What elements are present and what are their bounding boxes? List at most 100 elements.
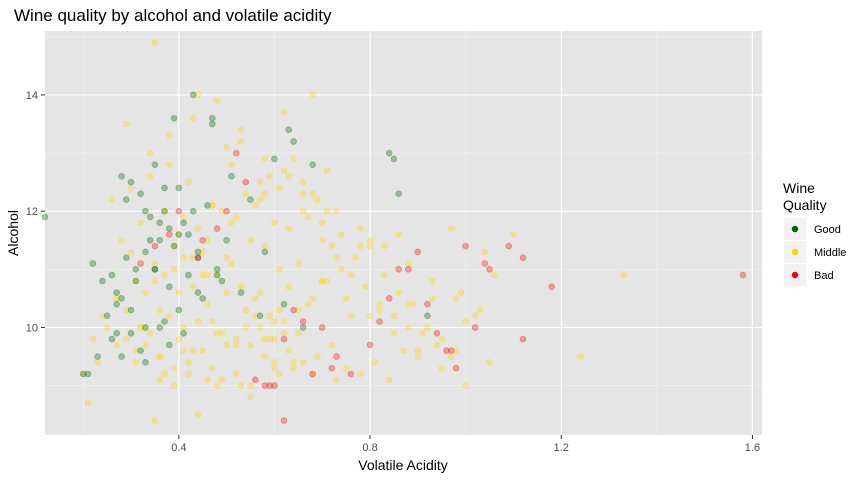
data-point-middle bbox=[142, 341, 149, 349]
data-point-middle bbox=[108, 196, 116, 203]
data-point-good bbox=[166, 341, 173, 349]
data-point-middle bbox=[338, 231, 345, 238]
data-point-good bbox=[237, 289, 245, 296]
data-point-middle bbox=[146, 329, 154, 337]
data-point-middle bbox=[194, 411, 202, 419]
data-point-bad bbox=[199, 237, 206, 244]
data-point-bad bbox=[452, 364, 460, 372]
data-point-good bbox=[161, 184, 168, 192]
x-tick-label: 1.2 bbox=[554, 442, 569, 454]
data-point-middle bbox=[452, 347, 460, 355]
legend-swatch-bad bbox=[791, 271, 799, 279]
data-point-middle bbox=[457, 289, 465, 296]
data-point-middle bbox=[204, 271, 211, 279]
data-point-middle bbox=[357, 225, 364, 232]
data-point-middle bbox=[228, 219, 235, 227]
data-point-middle bbox=[189, 347, 197, 355]
chart-title: Wine quality by alcohol and volatile aci… bbox=[14, 6, 332, 25]
data-point-middle bbox=[228, 161, 235, 168]
data-point-middle bbox=[342, 364, 350, 372]
data-point-middle bbox=[137, 324, 144, 331]
data-point-bad bbox=[443, 347, 450, 355]
data-point-middle bbox=[185, 178, 192, 186]
data-point-good bbox=[137, 190, 144, 198]
data-point-good bbox=[271, 155, 278, 163]
y-tick-label: 14 bbox=[26, 90, 38, 102]
data-point-middle bbox=[213, 271, 221, 279]
data-point-middle bbox=[261, 155, 269, 163]
data-point-middle bbox=[252, 312, 259, 320]
data-point-middle bbox=[271, 219, 278, 227]
data-point-middle bbox=[275, 265, 283, 273]
data-point-middle bbox=[84, 399, 92, 407]
data-point-bad bbox=[519, 335, 527, 343]
data-point-middle bbox=[223, 254, 230, 262]
data-point-good bbox=[123, 254, 130, 262]
data-point-middle bbox=[438, 364, 446, 372]
data-point-bad bbox=[414, 248, 422, 256]
data-point-middle bbox=[252, 202, 259, 209]
data-point-good bbox=[156, 237, 163, 244]
data-point-middle bbox=[404, 260, 412, 267]
data-point-middle bbox=[166, 132, 173, 139]
data-point-middle bbox=[151, 39, 159, 46]
data-point-middle bbox=[103, 324, 111, 331]
data-point-good bbox=[185, 231, 192, 238]
data-point-middle bbox=[218, 207, 226, 215]
data-point-middle bbox=[223, 289, 230, 296]
data-point-middle bbox=[232, 341, 240, 349]
data-point-good bbox=[385, 149, 393, 157]
data-point-good bbox=[137, 347, 144, 355]
data-point-middle bbox=[266, 173, 274, 180]
data-point-middle bbox=[347, 312, 355, 320]
data-point-middle bbox=[471, 312, 479, 320]
data-point-middle bbox=[218, 329, 226, 337]
data-point-good bbox=[166, 283, 173, 291]
data-point-good bbox=[84, 370, 92, 378]
data-point-middle bbox=[361, 283, 369, 291]
data-point-middle bbox=[366, 312, 374, 320]
data-point-good bbox=[189, 207, 197, 215]
data-point-middle bbox=[175, 289, 183, 296]
data-point-middle bbox=[156, 353, 163, 360]
data-point-middle bbox=[290, 358, 297, 366]
data-point-middle bbox=[433, 341, 441, 349]
data-point-middle bbox=[247, 393, 254, 401]
data-point-middle bbox=[347, 271, 355, 279]
data-point-middle bbox=[318, 219, 326, 227]
data-point-good bbox=[99, 277, 106, 285]
data-point-middle bbox=[381, 242, 388, 250]
data-point-good bbox=[94, 353, 101, 360]
legend-title-line-2: Quality bbox=[783, 197, 827, 213]
data-point-good bbox=[127, 306, 135, 314]
data-point-middle bbox=[447, 353, 455, 360]
data-point-middle bbox=[299, 207, 307, 215]
data-point-middle bbox=[156, 306, 163, 314]
data-point-middle bbox=[161, 370, 168, 378]
data-point-middle bbox=[577, 353, 584, 360]
data-point-middle bbox=[366, 237, 374, 244]
data-point-bad bbox=[309, 370, 317, 378]
data-point-bad bbox=[280, 417, 288, 424]
data-point-good bbox=[151, 265, 159, 273]
data-point-middle bbox=[137, 219, 144, 227]
legend-label-bad: Bad bbox=[814, 270, 834, 282]
data-point-middle bbox=[271, 358, 278, 366]
data-point-middle bbox=[185, 358, 192, 366]
data-point-middle bbox=[127, 248, 135, 256]
data-point-bad bbox=[223, 207, 230, 215]
data-point-middle bbox=[304, 213, 312, 221]
data-point-bad bbox=[280, 335, 288, 343]
data-point-middle bbox=[223, 144, 230, 151]
data-point-good bbox=[123, 196, 130, 203]
data-point-middle bbox=[79, 370, 87, 378]
data-point-middle bbox=[89, 335, 97, 343]
data-point-good bbox=[194, 289, 202, 296]
data-point-middle bbox=[462, 382, 469, 389]
data-point-middle bbox=[333, 254, 340, 262]
data-point-good bbox=[142, 207, 149, 215]
data-point-middle bbox=[194, 225, 202, 232]
data-point-good bbox=[175, 231, 183, 238]
data-point-middle bbox=[323, 277, 331, 285]
